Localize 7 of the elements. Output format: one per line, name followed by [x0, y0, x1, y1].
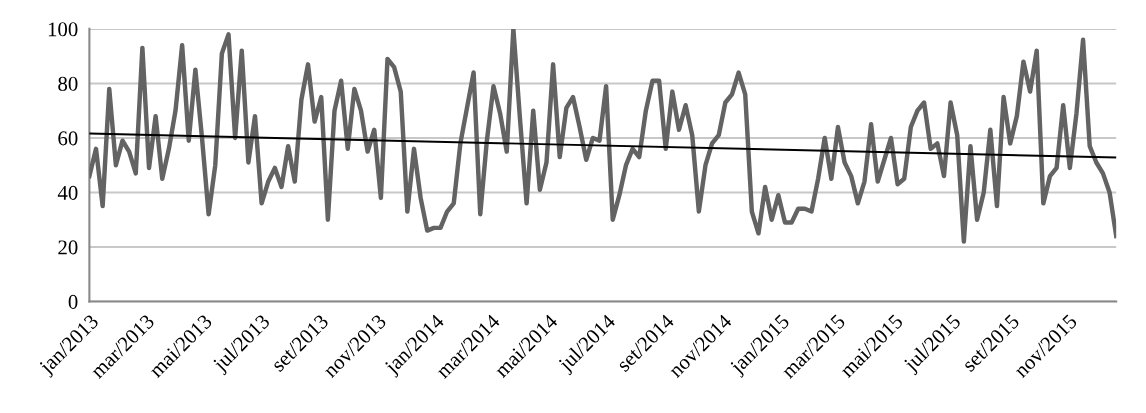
- y-tick-label: 60: [58, 131, 78, 146]
- y-tick-label: 20: [58, 240, 78, 255]
- y-tick-label: 80: [58, 76, 78, 91]
- line-series: [89, 28, 1117, 244]
- y-tick-label: 0: [68, 294, 78, 309]
- y-tick-label: 40: [57, 185, 78, 200]
- y-tick-label: 100: [48, 22, 78, 37]
